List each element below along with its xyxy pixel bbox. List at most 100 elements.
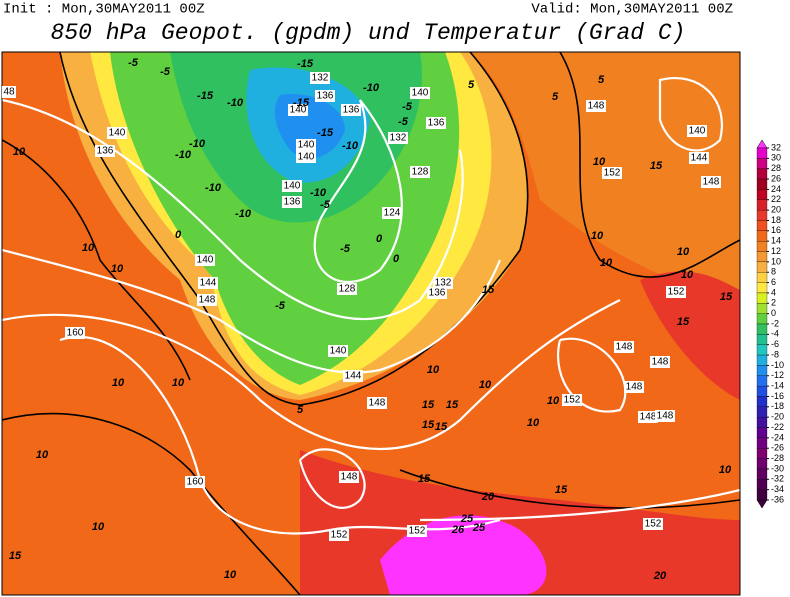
label-box bbox=[296, 151, 316, 163]
colorbar-label: 18 bbox=[771, 215, 781, 225]
temperature-label: 15 bbox=[9, 550, 22, 562]
label-box bbox=[427, 287, 447, 299]
temperature-label: -10 bbox=[175, 149, 192, 161]
colorbar-label: 10 bbox=[771, 256, 781, 266]
label-box bbox=[341, 104, 361, 116]
colorbar-swatch bbox=[756, 241, 768, 252]
temperature-label: 5 bbox=[552, 91, 559, 103]
colorbar-label: -18 bbox=[771, 401, 784, 411]
temperature-label: -10 bbox=[227, 97, 244, 109]
geopotential-label: 140 bbox=[298, 140, 315, 151]
geopotential-label: 148 bbox=[341, 472, 358, 483]
geopotential-label: 148 bbox=[588, 101, 605, 112]
geopotential-label: 140 bbox=[284, 181, 301, 192]
colorbar-swatch bbox=[756, 344, 768, 356]
colorbar-label: 20 bbox=[771, 204, 781, 214]
geopotential-label: 128 bbox=[339, 284, 356, 295]
temperature-label: 20 bbox=[653, 570, 667, 582]
colorbar-swatch bbox=[756, 282, 768, 294]
colorbar-label: 22 bbox=[771, 194, 781, 204]
temperature-label: 20 bbox=[481, 491, 495, 503]
label-box bbox=[296, 139, 316, 151]
temp-area bbox=[2, 52, 740, 300]
temperature-label: 5 bbox=[468, 79, 475, 91]
colorbar-swatch bbox=[756, 272, 768, 283]
geopotential-label: 140 bbox=[412, 88, 429, 99]
colorbar-swatch bbox=[756, 292, 768, 304]
label-box bbox=[65, 327, 85, 339]
geopotential-label: 148 bbox=[616, 342, 633, 353]
geopotential-label: 152 bbox=[564, 395, 581, 406]
geopotential-label: 160 bbox=[67, 328, 84, 339]
colorbar-swatch bbox=[756, 396, 768, 407]
map-title: 850 hPa Geopot. (gpdm) und Temperatur (G… bbox=[51, 20, 686, 46]
label-box bbox=[410, 87, 430, 99]
temperature-label: -5 bbox=[340, 243, 351, 255]
temperature-label: 25 bbox=[460, 513, 474, 525]
geopotential-label: 144 bbox=[345, 371, 362, 382]
temperature-label: 15 bbox=[446, 399, 459, 411]
geopotential-label: 152 bbox=[668, 287, 685, 298]
label-box bbox=[107, 127, 127, 139]
colorbar-label: -14 bbox=[771, 380, 784, 390]
geopotential-label: 152 bbox=[645, 519, 662, 530]
colorbar-swatch bbox=[756, 147, 768, 159]
temperature-label: 15 bbox=[677, 316, 690, 328]
label-box bbox=[328, 345, 348, 357]
geopotential-label: 136 bbox=[343, 105, 360, 116]
colorbar-label: 24 bbox=[771, 184, 781, 194]
temperature-label: 10 bbox=[600, 257, 613, 269]
temperature-label: -15 bbox=[297, 58, 314, 70]
label-box bbox=[614, 341, 634, 353]
temperature-label: 10 bbox=[224, 569, 237, 581]
label-box bbox=[95, 145, 115, 157]
temperature-label: 15 bbox=[418, 473, 431, 485]
label-box bbox=[638, 411, 658, 423]
geopotential-label: 132 bbox=[390, 133, 407, 144]
colorbar-label: 30 bbox=[771, 153, 781, 163]
label-box bbox=[367, 397, 387, 409]
temperature-label: -5 bbox=[398, 116, 409, 128]
colorbar-swatch bbox=[756, 437, 768, 449]
temperature-label: 15 bbox=[422, 399, 435, 411]
map-frame bbox=[1, 51, 741, 596]
temperature-label: 10 bbox=[111, 263, 124, 275]
temp-area bbox=[640, 271, 740, 400]
geopotential-label: 148 bbox=[652, 357, 669, 368]
valid-time: Valid: Mon,30MAY2011 00Z bbox=[531, 2, 733, 18]
colorbar-label: 32 bbox=[771, 142, 781, 152]
colorbar-swatch bbox=[756, 427, 768, 439]
colorbar-arrow bbox=[756, 499, 768, 509]
colorbar-label: 26 bbox=[771, 173, 781, 183]
temperature-label: 10 bbox=[13, 146, 26, 158]
colorbar-label: 8 bbox=[771, 267, 776, 277]
geopotential-label: 48 bbox=[3, 87, 15, 98]
temperature-label: -10 bbox=[342, 140, 359, 152]
label-box bbox=[315, 90, 335, 102]
temperature-label: 10 bbox=[427, 364, 440, 376]
geopotential-label: 152 bbox=[604, 168, 621, 179]
temperature-label: 0 bbox=[393, 253, 400, 265]
colorbar-label: -4 bbox=[771, 329, 779, 339]
colorbar-label: -8 bbox=[771, 349, 779, 359]
colorbar-label: -30 bbox=[771, 463, 784, 473]
temperature-label: 10 bbox=[92, 521, 105, 533]
temperature-label: -10 bbox=[363, 82, 380, 94]
temperature-label: -15 bbox=[293, 97, 310, 109]
colorbar-label: -28 bbox=[771, 453, 784, 463]
temperature-label: 10 bbox=[593, 156, 606, 168]
colorbar-swatch bbox=[756, 158, 768, 169]
geopotential-label: 140 bbox=[689, 126, 706, 137]
colorbar-label: 12 bbox=[771, 246, 781, 256]
geopotential-label: 144 bbox=[691, 153, 708, 164]
temperature-label: 15 bbox=[422, 419, 435, 431]
label-box bbox=[282, 180, 302, 192]
temperature-label: -5 bbox=[160, 66, 171, 78]
colorbar-swatch bbox=[756, 220, 768, 231]
temperature-label: 10 bbox=[36, 449, 49, 461]
geopotential-label: 136 bbox=[429, 288, 446, 299]
geopotential-label: 128 bbox=[412, 167, 429, 178]
geopotential-label: 152 bbox=[331, 530, 348, 541]
